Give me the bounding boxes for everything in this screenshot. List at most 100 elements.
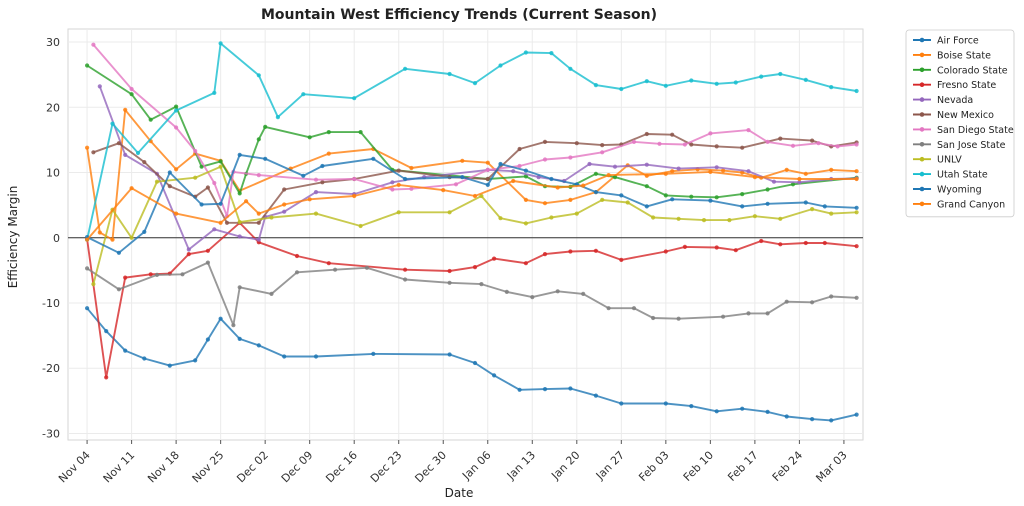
data-point [371, 351, 376, 356]
data-point [752, 214, 758, 219]
data-point [759, 74, 764, 79]
data-point [485, 160, 490, 165]
data-point [727, 218, 732, 223]
legend-entry: New Mexico [913, 110, 994, 121]
series-layer [85, 41, 859, 423]
data-point [670, 169, 675, 174]
data-point [167, 184, 172, 189]
data-point [593, 248, 599, 253]
data-point [517, 146, 522, 152]
data-point [631, 139, 637, 144]
data-point [651, 215, 656, 220]
data-point [670, 132, 675, 137]
chart-title: Mountain West Efficiency Trends (Current… [261, 7, 657, 23]
data-point [390, 180, 395, 185]
data-point [644, 131, 649, 137]
data-point [256, 173, 261, 178]
data-point [224, 220, 230, 225]
series-line [92, 165, 857, 285]
data-point [523, 50, 529, 55]
data-point [803, 240, 808, 246]
data-point [644, 204, 649, 209]
data-point [574, 141, 579, 146]
data-point [854, 244, 859, 249]
data-point [301, 173, 306, 178]
data-point [829, 211, 834, 216]
data-point [275, 115, 280, 120]
data-point [123, 275, 128, 280]
data-point [472, 81, 478, 86]
y-tick-label: 20 [46, 101, 60, 114]
data-point [689, 404, 694, 409]
data-point [587, 161, 592, 167]
data-point [644, 162, 649, 167]
legend: Air Force Boise State Colorado State Fresno… [905, 29, 1015, 218]
data-point [205, 337, 210, 342]
data-point [218, 201, 223, 206]
data-point [542, 157, 548, 162]
data-point [593, 190, 599, 195]
data-point [784, 414, 789, 419]
data-point [593, 393, 599, 398]
data-point [568, 386, 573, 391]
data-point [759, 238, 764, 244]
data-point [765, 201, 770, 206]
data-point [237, 234, 242, 239]
data-point [403, 66, 408, 71]
legend-label: Boise State [937, 50, 991, 61]
data-point [708, 131, 713, 136]
legend-entry: Nevada [913, 95, 973, 106]
data-point [778, 242, 783, 247]
data-point [670, 197, 675, 202]
data-point [256, 137, 261, 142]
data-point [110, 121, 115, 126]
series-utah-state [85, 41, 859, 242]
data-point [313, 190, 319, 195]
data-point [810, 417, 815, 422]
data-point [307, 197, 312, 202]
data-point [403, 267, 408, 272]
data-point [97, 84, 102, 89]
data-point [313, 354, 319, 359]
data-point [142, 160, 147, 165]
data-point [651, 315, 656, 321]
data-point [199, 164, 204, 169]
y-tick-label: -20 [42, 362, 60, 375]
data-point [740, 192, 745, 197]
data-point [85, 237, 90, 242]
legend-label: San Diego State [937, 125, 1014, 136]
data-point [129, 186, 134, 191]
plot-area [67, 28, 864, 441]
data-point [364, 265, 369, 270]
data-point [600, 197, 605, 202]
data-point [829, 294, 834, 299]
data-point [326, 130, 331, 135]
series-line [92, 44, 857, 218]
data-point [810, 300, 815, 305]
legend-entry: Air Force [913, 36, 979, 47]
data-point [485, 176, 490, 182]
data-point [523, 261, 529, 266]
data-point [447, 71, 452, 77]
y-tick-label: -30 [42, 427, 60, 440]
legend-marker [919, 112, 925, 117]
data-point [822, 240, 827, 246]
legend-label: Fresno State [937, 80, 996, 91]
data-point [663, 249, 668, 254]
legend-entry: San Jose State [913, 140, 1006, 151]
data-point [663, 401, 668, 406]
data-point [447, 210, 452, 215]
y-tick-label: 30 [46, 36, 60, 49]
data-point [765, 139, 770, 144]
data-point [320, 180, 325, 185]
legend-label: Utah State [937, 170, 988, 181]
data-point [85, 306, 90, 311]
data-point [542, 387, 548, 392]
data-point [644, 79, 649, 84]
data-point [237, 285, 242, 290]
data-point [593, 83, 599, 88]
data-point [765, 311, 770, 316]
data-point [606, 306, 611, 311]
data-point [854, 88, 859, 94]
